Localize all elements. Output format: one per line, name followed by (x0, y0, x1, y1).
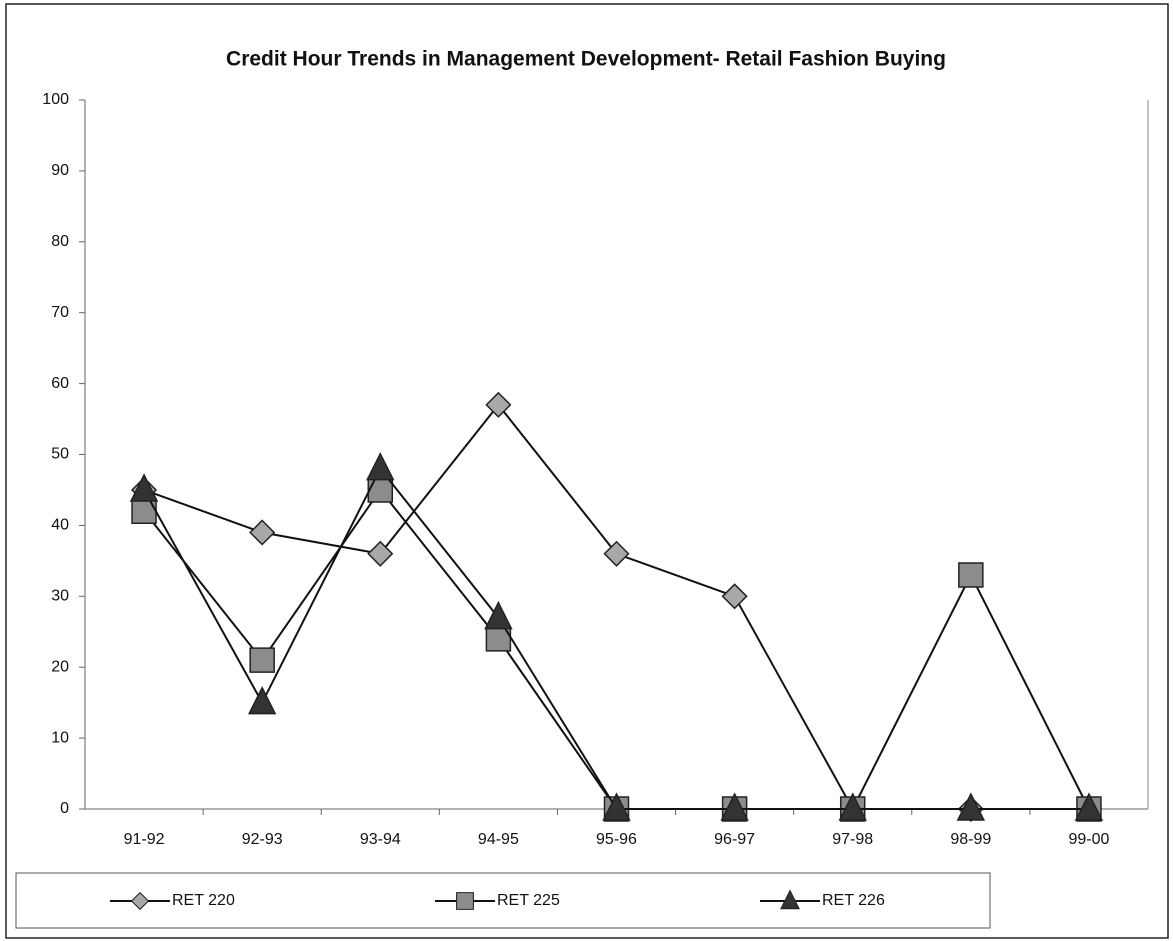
data-point (131, 498, 157, 524)
legend-marker (130, 891, 150, 911)
legend-marker (780, 889, 800, 910)
data-point (838, 792, 867, 821)
y-tick-label: 100 (42, 91, 69, 108)
y-tick-label: 80 (51, 233, 69, 250)
x-tick-label: 97-98 (832, 831, 873, 848)
data-point (485, 391, 512, 418)
chart-frame (5, 3, 1169, 939)
data-point (721, 583, 748, 610)
data-point (1074, 792, 1104, 821)
data-point (958, 562, 984, 588)
y-tick-label: 50 (51, 446, 69, 463)
y-tick-label: 70 (51, 304, 69, 321)
legend-marker (456, 892, 474, 910)
data-point (366, 452, 395, 481)
legend-label: RET 220 (172, 892, 235, 909)
legend-label: RET 226 (822, 892, 885, 909)
legend (15, 872, 991, 929)
x-tick-label: 99-00 (1068, 831, 1109, 848)
data-point (367, 477, 394, 503)
y-tick-label: 60 (51, 375, 69, 392)
data-point (602, 792, 631, 821)
x-tick-label: 98-99 (950, 831, 991, 848)
chart-title: Credit Hour Trends in Management Develop… (226, 48, 946, 71)
x-tick-label: 94-95 (478, 831, 519, 848)
y-tick-label: 30 (51, 588, 69, 605)
x-tick-label: 91-92 (124, 831, 165, 848)
y-tick-label: 10 (51, 729, 69, 746)
data-point (956, 792, 986, 821)
data-point (720, 792, 749, 821)
legend-label: RET 225 (497, 892, 560, 909)
data-point (249, 519, 276, 546)
x-tick-label: 96-97 (714, 831, 755, 848)
y-tick-label: 20 (51, 658, 69, 675)
data-point (129, 473, 159, 502)
data-point (249, 647, 275, 673)
data-point (603, 540, 630, 567)
data-point (367, 540, 394, 567)
x-tick-label: 92-93 (242, 831, 283, 848)
x-tick-label: 95-96 (596, 831, 637, 848)
y-tick-label: 40 (51, 517, 69, 534)
data-point (484, 600, 513, 630)
y-tick-label: 90 (51, 162, 69, 179)
y-tick-label: 0 (60, 800, 69, 817)
x-tick-label: 93-94 (360, 831, 401, 848)
data-point (247, 685, 277, 715)
